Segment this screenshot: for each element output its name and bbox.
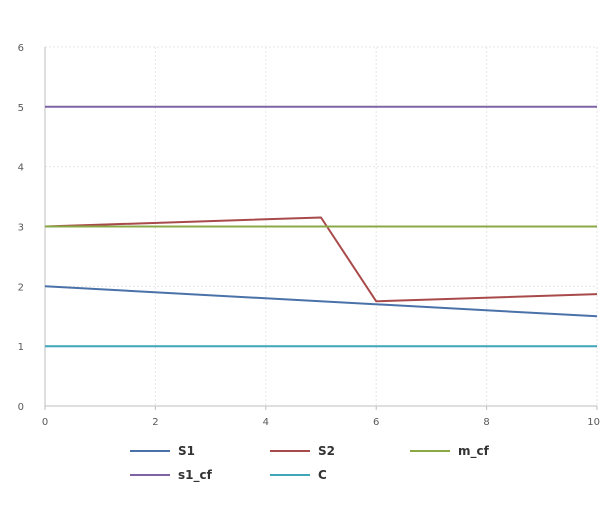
y-tick-labels: 0 1 2 3 4 5 6	[18, 43, 24, 413]
x-tick-label: 8	[483, 417, 489, 428]
y-tick-label: 0	[18, 402, 24, 413]
series-lines	[44, 105, 598, 348]
legend-label-m_cf: m_cf	[458, 444, 490, 459]
legend: S1 S2 m_cf s1_cf C	[130, 444, 490, 483]
x-tick-labels: 0 2 4 6 8 10	[42, 417, 600, 428]
x-tick-label: 4	[263, 417, 269, 428]
y-tick-label: 6	[18, 43, 24, 54]
legend-label-C: C	[318, 468, 327, 482]
y-tick-label: 1	[18, 342, 24, 353]
y-tick-label: 2	[18, 282, 24, 293]
series-line-S2	[44, 216, 598, 303]
legend-label-S1: S1	[178, 444, 195, 458]
y-tick-label: 5	[18, 103, 24, 114]
x-tick-label: 0	[42, 417, 48, 428]
axes	[44, 47, 598, 410]
y-tick-label: 3	[18, 223, 24, 234]
legend-label-s1_cf: s1_cf	[178, 468, 213, 483]
y-tick-label: 4	[18, 163, 24, 174]
legend-label-S2: S2	[318, 444, 335, 458]
x-tick-label: 10	[587, 417, 600, 428]
series-line-S1	[44, 285, 598, 318]
x-tick-label: 2	[152, 417, 158, 428]
x-tick-label: 6	[373, 417, 379, 428]
